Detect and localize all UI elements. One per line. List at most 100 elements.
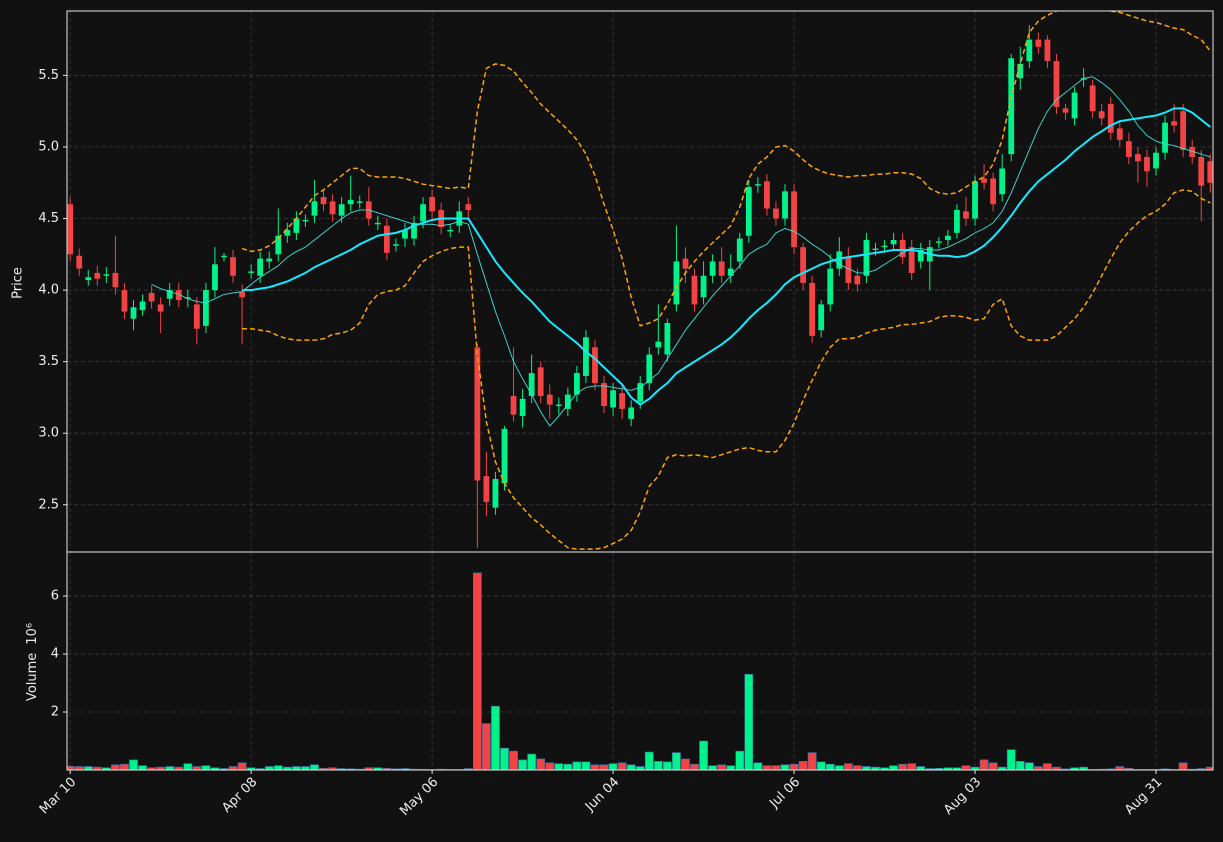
- candle-body: [374, 222, 381, 225]
- candle-body: [664, 323, 671, 355]
- volume-bar: [635, 766, 645, 770]
- y-tick-label: 2: [51, 705, 59, 720]
- volume-bar: [156, 766, 166, 770]
- candle-body: [1144, 156, 1150, 172]
- volume-bar: [681, 758, 690, 770]
- candle-body: [266, 258, 273, 262]
- candle-body: [1180, 111, 1187, 150]
- candle-body: [863, 239, 870, 276]
- y-tick-label: 4: [51, 647, 59, 662]
- volume-bar: [771, 765, 781, 770]
- candle-body: [338, 204, 345, 216]
- candle-body: [1080, 78, 1087, 80]
- candle-body: [1171, 121, 1177, 126]
- candle-body: [628, 407, 635, 419]
- candle-body: [112, 272, 119, 288]
- candle-body: [1189, 146, 1196, 157]
- candle-body: [954, 209, 960, 233]
- y-axis-label: Price: [11, 267, 26, 299]
- candle-body: [474, 347, 481, 481]
- candle-body: [212, 264, 218, 291]
- candle-body: [492, 479, 499, 508]
- candle-body: [1162, 122, 1168, 153]
- volume-bar: [617, 762, 627, 770]
- volume-bar: [744, 674, 754, 770]
- y-tick-label: 4.0: [38, 283, 59, 298]
- candle-body: [963, 211, 969, 219]
- volume-bar: [74, 766, 84, 770]
- candle-body: [637, 383, 644, 402]
- candle-body: [601, 383, 607, 407]
- volume-bar: [599, 764, 609, 770]
- price-panel: [67, 11, 1213, 550]
- candle-body: [1198, 156, 1205, 186]
- candle-body: [791, 191, 797, 248]
- candle-body: [193, 304, 200, 329]
- volume-bar: [1043, 763, 1052, 770]
- volume-bar: [1178, 762, 1188, 770]
- volume-bar: [183, 763, 193, 770]
- candle-body: [248, 271, 255, 273]
- candle-body: [555, 404, 562, 407]
- candle-body: [827, 268, 834, 305]
- volume-bar: [482, 723, 491, 770]
- moving-average-line: [151, 76, 1211, 427]
- volume-bar: [572, 761, 582, 770]
- volume-bar: [1160, 768, 1170, 770]
- candle-body: [528, 373, 535, 396]
- candle-body: [393, 244, 399, 246]
- candle-body: [700, 275, 707, 298]
- candle-body: [655, 341, 662, 348]
- candle-body: [429, 197, 436, 212]
- candle-body: [175, 290, 182, 301]
- candle-body: [275, 235, 282, 255]
- volume-bar: [1024, 762, 1034, 770]
- candle-body: [1135, 154, 1141, 162]
- volume-bar: [192, 766, 202, 770]
- candle-body: [782, 191, 788, 219]
- volume-bar: [889, 765, 898, 770]
- volume-bar: [843, 763, 853, 770]
- candle-body: [1026, 39, 1033, 62]
- candle-body: [800, 247, 806, 283]
- volume-bar: [509, 750, 518, 770]
- volume-bar: [292, 766, 301, 770]
- candle-body: [121, 290, 128, 312]
- volume-bar: [608, 763, 618, 770]
- y-axis-label-text: Volume: [25, 653, 40, 701]
- volume-bar: [536, 758, 546, 770]
- y-tick-label: 3.5: [38, 354, 59, 369]
- volume-bar: [111, 764, 120, 770]
- candle-body: [356, 201, 363, 203]
- y-tick-label: 6: [51, 589, 59, 604]
- volume-bar: [997, 766, 1007, 770]
- candle-body: [990, 178, 997, 205]
- volume-bar: [753, 762, 763, 770]
- candle-body: [1044, 39, 1051, 62]
- candle-body: [383, 225, 390, 253]
- volume-bar: [337, 768, 346, 770]
- candle-body: [546, 394, 553, 405]
- candle-body: [1207, 161, 1213, 183]
- volume-bar: [807, 752, 817, 770]
- candle-body: [447, 229, 454, 232]
- volume-bar: [780, 764, 790, 770]
- candle-body: [184, 297, 191, 299]
- band-line: [241, 11, 1211, 327]
- candle-body: [85, 277, 92, 281]
- candle-body: [917, 250, 924, 262]
- candle-body: [103, 274, 110, 276]
- volume-bar: [925, 768, 935, 770]
- volume-bar: [346, 768, 356, 770]
- volume-bar: [916, 766, 926, 770]
- candle-body: [818, 304, 825, 331]
- candle-body: [202, 290, 209, 326]
- volume-bar: [237, 762, 247, 770]
- volume-bar: [282, 766, 292, 770]
- candle-body: [899, 239, 906, 258]
- candle-body: [646, 354, 653, 384]
- volume-bar: [463, 768, 473, 770]
- candle-body: [284, 229, 291, 236]
- candle-body: [682, 258, 689, 269]
